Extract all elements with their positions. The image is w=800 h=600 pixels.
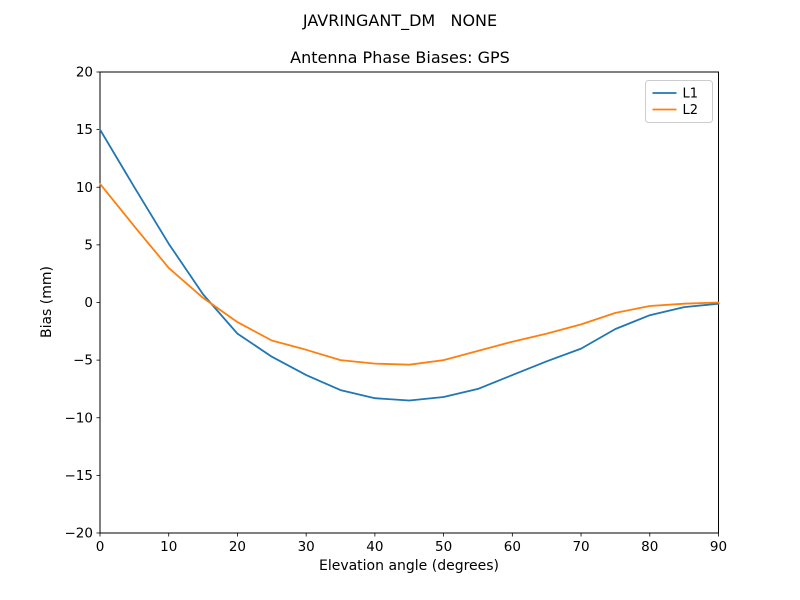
legend-box	[645, 80, 713, 123]
y-tick-label: 15	[76, 122, 93, 138]
series-line-l2	[99, 182, 720, 366]
figure-suptitle: JAVRINGANT_DM NONE	[302, 11, 498, 30]
y-tick-label: −15	[65, 468, 94, 484]
x-tick-label: 80	[641, 539, 658, 555]
y-tick-label: −5	[73, 353, 93, 369]
y-tick-label: 0	[84, 295, 93, 311]
x-tick-label: 70	[572, 539, 589, 555]
x-tick-label: 60	[504, 539, 521, 555]
y-tick-label: −10	[65, 410, 94, 426]
y-axis-label: Bias (mm)	[39, 265, 55, 339]
x-axis-label: Elevation angle (degrees)	[318, 558, 500, 574]
legend-label-l1: L1	[683, 87, 699, 102]
x-tick-label: 30	[298, 539, 315, 555]
series-line-l1	[99, 128, 720, 402]
y-tick-label: 5	[84, 237, 93, 253]
axes-frame	[99, 71, 719, 534]
axes-title: Antenna Phase Biases: GPS	[290, 48, 510, 67]
x-tick-label: 20	[229, 539, 246, 555]
x-tick-label: 10	[160, 539, 177, 555]
legend-label-l2: L2	[683, 103, 699, 118]
y-tick-label: −20	[65, 526, 94, 542]
x-tick-label: 90	[710, 539, 727, 555]
x-tick-label: 50	[435, 539, 452, 555]
x-tick-label: 0	[96, 539, 105, 555]
x-tick-label: 40	[366, 539, 383, 555]
y-tick-label: 10	[76, 180, 93, 196]
y-tick-label: 20	[76, 65, 93, 81]
